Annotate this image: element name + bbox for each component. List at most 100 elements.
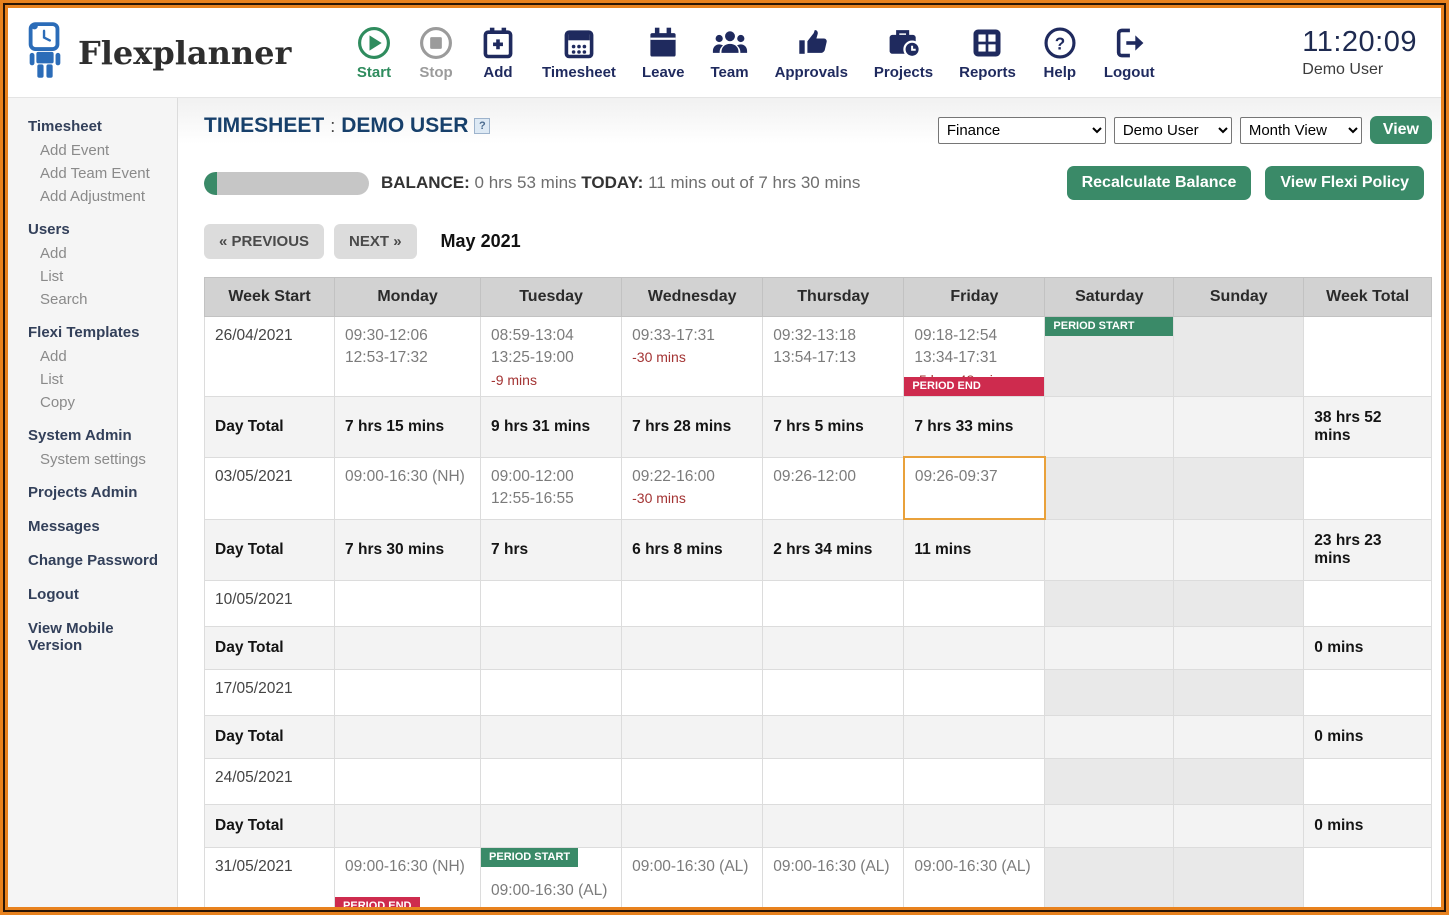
day-cell[interactable] — [1044, 846, 1175, 907]
day-cell-today[interactable]: 09:26-09:37 — [902, 456, 1046, 521]
logo[interactable]: Flexplanner — [22, 20, 322, 85]
sidebar-item-users-add[interactable]: Add — [40, 245, 67, 262]
day-total-value: 6 hrs 8 mins — [621, 518, 764, 581]
department-select[interactable]: Finance — [937, 116, 1106, 144]
balance-label: BALANCE: — [381, 173, 470, 192]
toolbar-item-leave[interactable]: Leave — [642, 25, 684, 81]
day-cell[interactable] — [1044, 668, 1175, 716]
sidebar-item-system-admin[interactable]: System Admin — [28, 427, 132, 444]
day-total-label: Day Total — [203, 518, 336, 581]
previous-month-button[interactable]: « PREVIOUS — [204, 224, 325, 259]
day-cell[interactable]: 09:00-16:30 (AL) — [621, 846, 764, 907]
day-cell[interactable] — [762, 757, 905, 805]
day-cell[interactable]: 08:59-13:04 13:25-19:00 -9 mins — [480, 316, 623, 397]
day-cell[interactable] — [762, 668, 905, 716]
toolbar-item-projects[interactable]: Projects — [874, 25, 933, 81]
help-tooltip-icon[interactable]: ? — [474, 118, 491, 134]
day-cell[interactable]: PERIOD START — [1044, 316, 1175, 397]
sidebar-item-users-list[interactable]: List — [40, 268, 64, 285]
sidebar-section-projects-admin: Projects Admin — [8, 480, 177, 505]
sidebar-item-timesheet-add-event[interactable]: Add Event — [40, 142, 110, 159]
view-button[interactable]: View — [1369, 116, 1432, 144]
toolbar-item-start[interactable]: Start — [356, 25, 392, 81]
sidebar-item-view-mobile-version[interactable]: View Mobile Version — [28, 620, 114, 654]
period-end-badge: PERIOD END — [335, 897, 420, 907]
day-cell[interactable] — [621, 668, 764, 716]
day-cell[interactable]: 09:33-17:31 -30 mins — [621, 316, 764, 397]
day-cell[interactable]: 09:00-12:00 12:55-16:55 — [480, 456, 623, 520]
day-cell[interactable] — [903, 757, 1046, 805]
time-entry: 09:32-13:18 — [773, 327, 856, 344]
timesheet-table: Week Start Monday Tuesday Wednesday Thursday… — [203, 277, 1432, 907]
day-cell[interactable] — [334, 757, 482, 805]
view-mode-select[interactable]: Month View — [1239, 116, 1362, 144]
sidebar-item-timesheet[interactable]: Timesheet — [28, 118, 102, 135]
toolbar-item-team[interactable]: Team — [710, 25, 749, 81]
period-start-badge: PERIOD START — [481, 847, 579, 868]
sidebar-item-users[interactable]: Users — [28, 221, 70, 238]
toolbar-item-timesheet[interactable]: Timesheet — [542, 25, 616, 81]
sidebar-item-messages[interactable]: Messages — [28, 518, 100, 535]
toolbar-item-add[interactable]: Add — [480, 25, 516, 81]
day-total-label: Day Total — [203, 803, 336, 848]
day-cell[interactable] — [1044, 579, 1175, 627]
next-month-button[interactable]: NEXT » — [334, 224, 417, 259]
day-total-value — [480, 803, 623, 848]
day-cell[interactable] — [903, 668, 1046, 716]
day-cell[interactable] — [480, 668, 623, 716]
timesheet-icon — [561, 25, 597, 61]
day-cell[interactable]: 09:22-16:00 -30 mins — [621, 456, 764, 520]
day-cell[interactable] — [480, 757, 623, 805]
toolbar-item-approvals[interactable]: Approvals — [775, 25, 848, 81]
leave-icon — [645, 25, 681, 61]
recalculate-balance-button[interactable]: Recalculate Balance — [1066, 166, 1252, 200]
day-cell[interactable]: 09:00-16:30 (AL) — [903, 846, 1046, 907]
toolbar-item-stop[interactable]: Stop — [418, 25, 454, 81]
day-cell[interactable] — [1173, 846, 1305, 907]
sidebar-item-system-admin-system-settings[interactable]: System settings — [40, 451, 146, 468]
day-cell[interactable]: 09:00-16:30 (NH) PERIOD END — [334, 846, 482, 907]
day-cell[interactable]: 09:30-12:06 12:53-17:32 — [334, 316, 482, 397]
sidebar-item-flexi-templates-list[interactable]: List — [40, 371, 64, 388]
day-cell[interactable] — [1173, 757, 1305, 805]
sidebar-item-flexi-templates-add[interactable]: Add — [40, 348, 67, 365]
page-border-inner: Flexplanner Start Stop Add Timesheet Leave Te… — [3, 3, 1446, 912]
sidebar-item-flexi-templates[interactable]: Flexi Templates — [28, 324, 140, 341]
day-cell[interactable]: 09:26-12:00 — [762, 456, 905, 520]
day-total-value — [334, 714, 482, 759]
day-cell[interactable] — [1173, 316, 1305, 397]
sidebar-item-logout[interactable]: Logout — [28, 586, 79, 603]
sidebar-item-flexi-templates-copy[interactable]: Copy — [40, 394, 76, 411]
day-cell[interactable] — [480, 579, 623, 627]
user-select[interactable]: Demo User — [1113, 116, 1232, 144]
day-cell[interactable] — [1173, 668, 1305, 716]
sidebar-item-users-search[interactable]: Search — [40, 291, 88, 308]
day-total-value — [903, 803, 1046, 848]
day-cell[interactable] — [1044, 456, 1175, 520]
sidebar-item-projects-admin[interactable]: Projects Admin — [28, 484, 138, 501]
week-row: 03/05/2021 09:00-16:30 (NH) 09:00-12:00 12:… — [203, 456, 1432, 521]
day-cell[interactable]: 09:00-16:30 (NH) — [334, 456, 482, 520]
sidebar-item-timesheet-add-team-event[interactable]: Add Team Event — [40, 165, 150, 182]
day-cell[interactable] — [621, 757, 764, 805]
day-cell[interactable] — [1044, 757, 1175, 805]
day-cell[interactable]: PERIOD START 09:00-16:30 (AL) — [480, 846, 623, 907]
view-flexi-policy-button[interactable]: View Flexi Policy — [1265, 166, 1424, 200]
filters: Finance Demo User Month View View — [937, 116, 1432, 144]
day-cell[interactable] — [334, 668, 482, 716]
day-cell[interactable] — [762, 579, 905, 627]
sidebar-item-timesheet-add-adjustment[interactable]: Add Adjustment — [40, 188, 146, 205]
day-cell[interactable] — [1173, 456, 1305, 520]
day-cell[interactable] — [621, 579, 764, 627]
sidebar-section-change-password: Change Password — [8, 548, 177, 573]
sidebar-item-change-password[interactable]: Change Password — [28, 552, 159, 569]
toolbar-item-help[interactable]: ? Help — [1042, 25, 1078, 81]
day-cell[interactable] — [1173, 579, 1305, 627]
day-cell[interactable]: 09:32-13:18 13:54-17:13 — [762, 316, 905, 397]
day-cell[interactable] — [903, 579, 1046, 627]
day-cell[interactable]: 09:00-16:30 (AL) — [762, 846, 905, 907]
toolbar-item-logout[interactable]: Logout — [1104, 25, 1155, 81]
toolbar-item-reports[interactable]: Reports — [959, 25, 1016, 81]
day-cell[interactable] — [334, 579, 482, 627]
